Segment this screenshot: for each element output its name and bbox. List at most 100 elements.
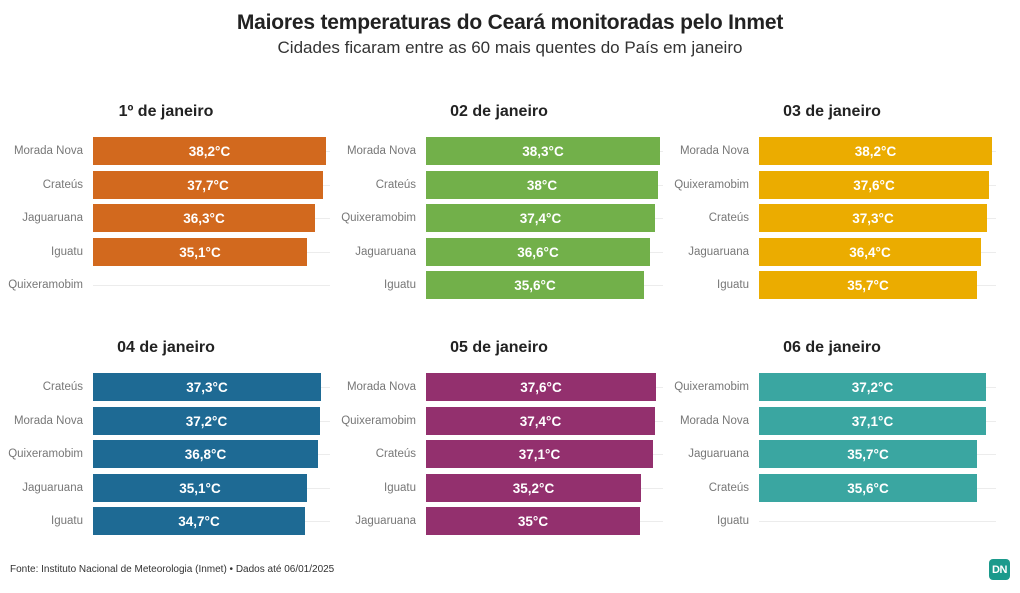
data-label: 37,1°C — [518, 446, 561, 462]
chart-subtitle: Cidades ficaram entre as 60 mais quentes… — [277, 38, 743, 57]
bar: 35,1°C — [93, 474, 307, 502]
data-label: 37,6°C — [853, 177, 895, 193]
data-label: 36,6°C — [517, 244, 559, 260]
category-label: Quixeramobim — [8, 448, 83, 460]
category-label: Iguatu — [717, 515, 749, 527]
category-label: Crateús — [375, 179, 416, 191]
panel-title: 04 de janeiro — [117, 339, 215, 356]
category-label: Jaguaruana — [688, 448, 749, 460]
chart-panel: 04 de janeiro Crateús 37,3°C Morada Nova 37,… — [0, 337, 333, 552]
category-label: Crateús — [708, 212, 749, 224]
category-label: Morada Nova — [679, 415, 749, 427]
category-label: Iguatu — [384, 482, 416, 494]
data-label: 35°C — [517, 513, 549, 529]
chart-panel: 03 de janeiro Morada Nova 38,2°C Quixeramob… — [666, 101, 999, 316]
bar: 37,4°C — [426, 204, 655, 232]
bar: 35,6°C — [426, 271, 644, 299]
chart-panel: 05 de janeiro Morada Nova 37,6°C Quixeramob… — [333, 337, 666, 552]
bar: 35,6°C — [759, 474, 977, 502]
category-label: Crateús — [42, 179, 83, 191]
category-label: Jaguaruana — [22, 482, 83, 494]
data-label: 37,2°C — [851, 379, 894, 395]
gridline — [759, 521, 996, 522]
bar: 38°C — [426, 171, 658, 199]
data-label: 37,1°C — [851, 413, 894, 429]
chart-panel: 06 de janeiro Quixeramobim 37,2°C Morada No… — [666, 337, 999, 552]
category-label: Iguatu — [51, 246, 83, 258]
data-label: 35,1°C — [179, 480, 221, 496]
panel-title: 02 de janeiro — [450, 103, 548, 120]
bar: 37,2°C — [93, 407, 320, 435]
category-label: Quixeramobim — [674, 179, 749, 191]
category-label: Iguatu — [717, 279, 749, 291]
category-label: Morada Nova — [346, 381, 416, 393]
data-label: 34,7°C — [178, 513, 220, 529]
bar: 37,1°C — [759, 407, 986, 435]
bar: 37,1°C — [426, 440, 653, 468]
category-label: Quixeramobim — [674, 381, 749, 393]
category-label: Crateús — [708, 482, 749, 494]
category-label: Jaguaruana — [22, 212, 83, 224]
category-label: Crateús — [375, 448, 416, 460]
data-label: 36,8°C — [184, 446, 227, 462]
data-label: 37,3°C — [852, 210, 894, 226]
panel-title: 1º de janeiro — [118, 103, 214, 120]
bar: 35,7°C — [759, 440, 977, 468]
bar: 37,6°C — [426, 373, 656, 401]
bar: 36,6°C — [426, 238, 650, 266]
panel-title: 03 de janeiro — [783, 103, 881, 120]
category-label: Morada Nova — [13, 145, 83, 157]
gridline — [93, 285, 330, 286]
data-label: 35,7°C — [847, 277, 889, 293]
data-label: 35,2°C — [512, 480, 555, 496]
data-label: 37,2°C — [185, 413, 228, 429]
bar: 35,1°C — [93, 238, 307, 266]
bar: 37,4°C — [426, 407, 655, 435]
bar: 37,3°C — [93, 373, 321, 401]
source-note: Fonte: Instituto Nacional de Meteorologi… — [10, 564, 335, 575]
category-label: Morada Nova — [679, 145, 749, 157]
data-label: 37,4°C — [519, 413, 562, 429]
bar: 38,2°C — [759, 137, 992, 165]
data-label: 38,3°C — [522, 143, 564, 159]
category-label: Jaguaruana — [688, 246, 749, 258]
panel-title: 06 de janeiro — [783, 339, 881, 356]
data-label: 35,7°C — [847, 446, 889, 462]
data-label: 35,1°C — [179, 244, 221, 260]
bar: 35,7°C — [759, 271, 977, 299]
category-label: Quixeramobim — [341, 212, 416, 224]
bar: 35°C — [426, 507, 640, 535]
data-label: 36,4°C — [849, 244, 891, 260]
bar: 37,3°C — [759, 204, 987, 232]
bar: 36,3°C — [93, 204, 315, 232]
data-label: 38,2°C — [188, 143, 231, 159]
data-label: 37,3°C — [186, 379, 228, 395]
bar: 38,3°C — [426, 137, 660, 165]
chart-panel: 02 de janeiro Morada Nova 38,3°C Crateús 38°… — [333, 101, 666, 316]
data-label: 37,4°C — [519, 210, 562, 226]
bar: 38,2°C — [93, 137, 326, 165]
dn-logo: DN — [989, 559, 1010, 580]
category-label: Quixeramobim — [341, 415, 416, 427]
bar: 37,7°C — [93, 171, 323, 199]
data-label: 38,2°C — [854, 143, 897, 159]
data-label: 35,6°C — [847, 480, 889, 496]
data-label: 37,7°C — [187, 177, 229, 193]
category-label: Jaguaruana — [355, 515, 416, 527]
bar: 34,7°C — [93, 507, 305, 535]
category-label: Crateús — [42, 381, 83, 393]
category-label: Iguatu — [384, 279, 416, 291]
data-label: 35,6°C — [514, 277, 556, 293]
bar: 36,8°C — [93, 440, 318, 468]
category-label: Morada Nova — [13, 415, 83, 427]
bar: 35,2°C — [426, 474, 641, 502]
category-label: Morada Nova — [346, 145, 416, 157]
category-label: Iguatu — [51, 515, 83, 527]
data-label: 38°C — [526, 177, 558, 193]
bar: 37,2°C — [759, 373, 986, 401]
category-label: Quixeramobim — [8, 279, 83, 291]
bar: 37,6°C — [759, 171, 989, 199]
chart-panel: 1º de janeiro Morada Nova 38,2°C Crateús 37,… — [0, 101, 333, 316]
category-label: Jaguaruana — [355, 246, 416, 258]
bar: 36,4°C — [759, 238, 981, 266]
